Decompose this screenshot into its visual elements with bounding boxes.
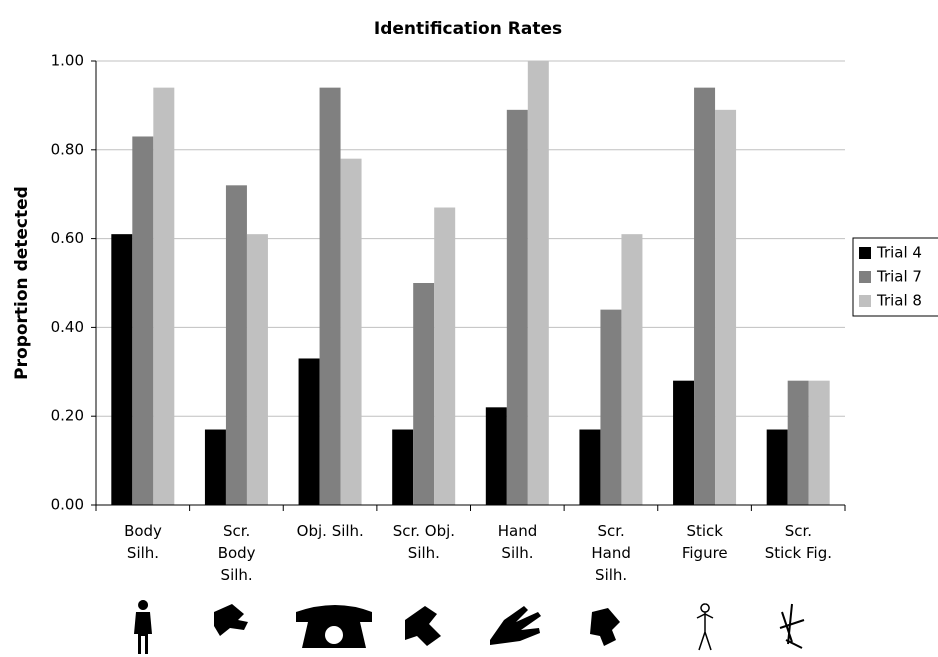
- icon-hand: [490, 606, 541, 645]
- icon-stick: [696, 603, 714, 651]
- bar: [715, 109, 737, 505]
- x-tick-label: Body Silh.: [124, 522, 162, 562]
- bar: [153, 87, 175, 505]
- icons: [134, 600, 805, 654]
- bar: [766, 429, 788, 505]
- bar: [111, 234, 133, 505]
- bar: [319, 87, 341, 505]
- icon-scr-obj: [405, 606, 441, 646]
- y-tick-label: 0.40: [51, 318, 84, 336]
- x-tick-label: Scr. Stick Fig.: [764, 522, 832, 562]
- legend-swatch: [859, 271, 871, 283]
- chart-title: Identification Rates: [374, 19, 562, 39]
- x-tick-label: Scr. Hand Silh.: [591, 522, 631, 584]
- x-tick-label: Scr. Obj. Silh.: [392, 522, 456, 562]
- bar: [392, 429, 414, 505]
- bar: [413, 283, 435, 505]
- legend-label: Trial 8: [876, 292, 922, 310]
- x-tick-label: Obj. Silh.: [296, 522, 364, 540]
- bar: [246, 234, 268, 505]
- x-tick-label: Hand Silh.: [497, 522, 538, 562]
- icon-scr-hand: [590, 608, 620, 646]
- y-tick-label: 1.00: [51, 52, 84, 70]
- bar: [225, 185, 247, 505]
- icon-scr-stick: [779, 603, 805, 649]
- bar: [434, 207, 456, 505]
- bar: [132, 136, 154, 506]
- icon-scr-body: [214, 604, 248, 636]
- bar: [204, 429, 226, 505]
- x-tick-label: Scr. Body Silh.: [217, 522, 256, 584]
- bar: [600, 309, 622, 505]
- bar: [579, 429, 601, 505]
- legend-swatch: [859, 247, 871, 259]
- bar: [485, 407, 507, 505]
- bar: [340, 158, 362, 505]
- y-tick-label: 0.20: [51, 407, 84, 425]
- icon-body: [134, 600, 152, 654]
- bar: [694, 87, 716, 505]
- bar: [527, 61, 549, 505]
- y-axis-title: Proportion detected: [12, 186, 32, 380]
- bar: [787, 380, 809, 505]
- bar: [621, 234, 643, 505]
- bar: [808, 380, 830, 505]
- icon-phone-dial: [325, 626, 343, 644]
- bar: [506, 109, 528, 505]
- legend-label: Trial 7: [876, 268, 922, 286]
- bar: [298, 358, 320, 505]
- legend-label: Trial 4: [876, 244, 922, 262]
- y-tick-label: 0.60: [51, 229, 84, 247]
- y-tick-label: 0.00: [51, 496, 84, 514]
- bar: [673, 380, 695, 505]
- y-tick-label: 0.80: [51, 140, 84, 158]
- legend-swatch: [859, 295, 871, 307]
- x-tick-label: Stick Figure: [681, 522, 728, 562]
